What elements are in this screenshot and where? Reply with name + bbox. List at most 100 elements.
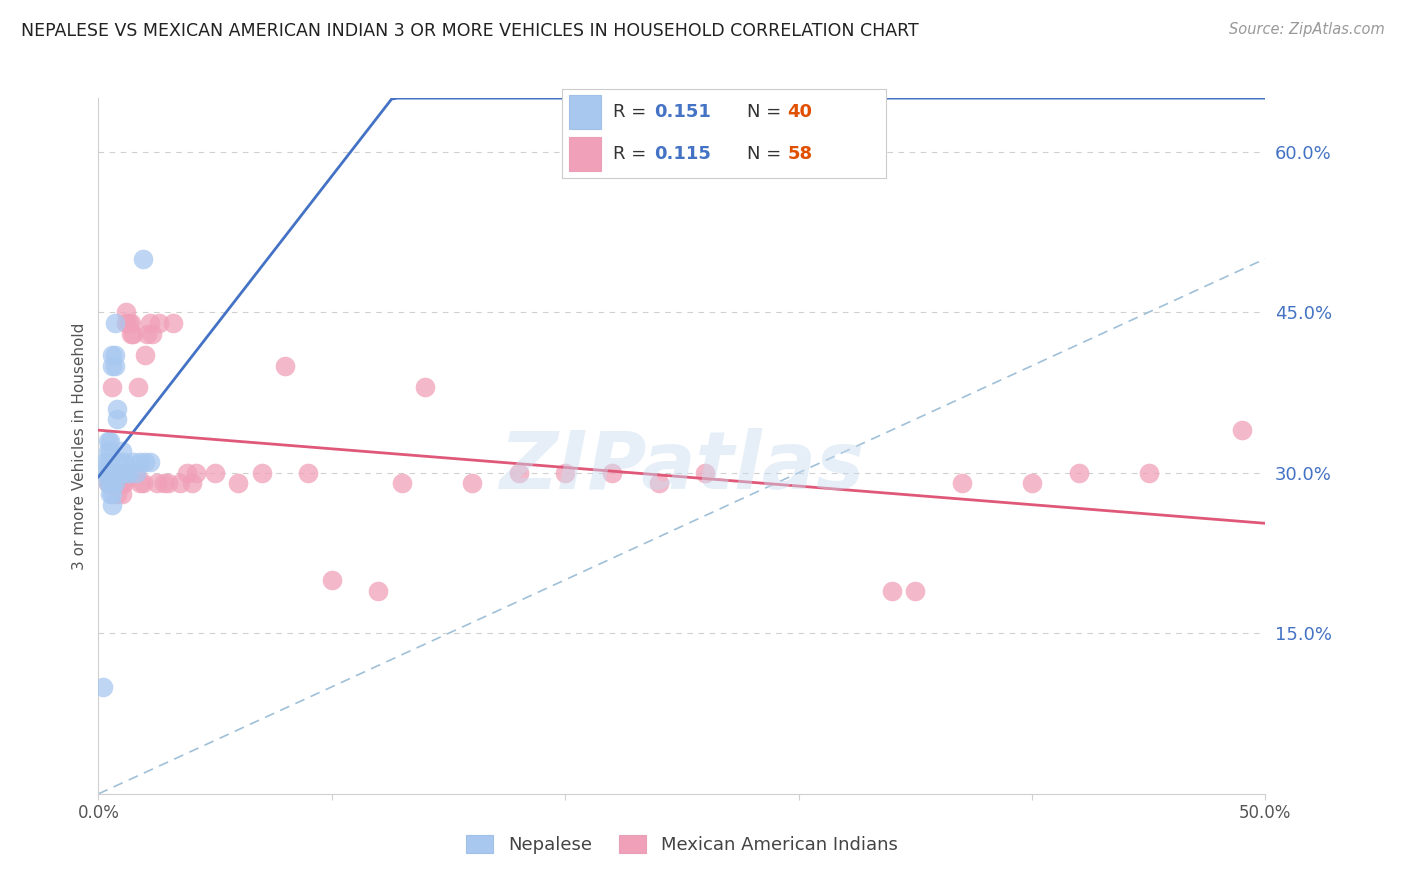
Text: N =: N = — [747, 145, 787, 163]
Point — [97, 476, 120, 491]
Point — [186, 466, 208, 480]
Point — [139, 455, 162, 469]
Point — [120, 316, 142, 330]
Point — [118, 316, 141, 330]
Point — [120, 326, 142, 341]
Point — [108, 455, 131, 469]
Point — [647, 476, 669, 491]
Point — [104, 316, 127, 330]
Point — [141, 326, 163, 341]
Point — [204, 466, 226, 480]
Point — [115, 305, 138, 319]
Point — [115, 316, 138, 330]
Point — [169, 476, 191, 491]
Point — [104, 466, 127, 480]
Point — [134, 455, 156, 469]
Point — [101, 466, 124, 480]
Point — [508, 466, 530, 480]
Point — [97, 444, 120, 458]
Text: N =: N = — [747, 103, 787, 121]
Point — [97, 455, 120, 469]
Point — [108, 476, 131, 491]
Point — [297, 466, 319, 480]
Text: R =: R = — [613, 145, 651, 163]
Point — [111, 466, 134, 480]
FancyBboxPatch shape — [569, 95, 602, 129]
Point — [125, 466, 148, 480]
Y-axis label: 3 or more Vehicles in Household: 3 or more Vehicles in Household — [72, 322, 87, 570]
Point — [134, 348, 156, 362]
Point — [108, 466, 131, 480]
Point — [98, 455, 121, 469]
Point — [904, 583, 927, 598]
Point — [413, 380, 436, 394]
Point — [112, 476, 135, 491]
Point — [111, 444, 134, 458]
Point — [112, 455, 135, 469]
Point — [122, 326, 145, 341]
Point — [105, 412, 128, 426]
Point — [1067, 466, 1090, 480]
Point — [228, 476, 250, 491]
Point — [152, 476, 174, 491]
Point — [157, 476, 180, 491]
Point — [880, 583, 903, 598]
Point — [132, 476, 155, 491]
Point — [391, 476, 413, 491]
Point — [104, 348, 127, 362]
Point — [136, 326, 159, 341]
Point — [91, 680, 114, 694]
Point — [461, 476, 484, 491]
Point — [105, 487, 128, 501]
Point — [180, 476, 202, 491]
Point — [101, 348, 124, 362]
Point — [111, 487, 134, 501]
Point — [125, 466, 148, 480]
Point — [118, 466, 141, 480]
Text: Source: ZipAtlas.com: Source: ZipAtlas.com — [1229, 22, 1385, 37]
Point — [695, 466, 717, 480]
Point — [1137, 466, 1160, 480]
Point — [105, 401, 128, 416]
Point — [101, 498, 124, 512]
Point — [101, 487, 124, 501]
Point — [94, 455, 117, 469]
Point — [108, 466, 131, 480]
Point — [97, 434, 120, 448]
Point — [101, 476, 124, 491]
Point — [101, 380, 124, 394]
Text: 58: 58 — [787, 145, 813, 163]
Point — [104, 466, 127, 480]
Point — [367, 583, 389, 598]
Point — [139, 316, 162, 330]
Text: 40: 40 — [787, 103, 813, 121]
Point — [1021, 476, 1043, 491]
Point — [950, 476, 973, 491]
Point — [132, 252, 155, 266]
Point — [146, 476, 169, 491]
Point — [94, 466, 117, 480]
Point — [98, 444, 121, 458]
FancyBboxPatch shape — [569, 137, 602, 171]
Text: ZIPatlas: ZIPatlas — [499, 428, 865, 506]
Text: R =: R = — [613, 103, 651, 121]
Point — [105, 476, 128, 491]
Point — [148, 316, 170, 330]
Point — [112, 466, 135, 480]
Legend: Nepalese, Mexican American Indians: Nepalese, Mexican American Indians — [460, 828, 904, 862]
Point — [98, 476, 121, 491]
Point — [98, 434, 121, 448]
Text: 0.115: 0.115 — [655, 145, 711, 163]
Point — [554, 466, 576, 480]
Point — [274, 359, 297, 373]
Point — [98, 466, 121, 480]
Point — [129, 455, 152, 469]
Point — [104, 476, 127, 491]
Point — [98, 466, 121, 480]
Point — [104, 359, 127, 373]
Text: 0.151: 0.151 — [655, 103, 711, 121]
Point — [115, 466, 138, 480]
Point — [1230, 423, 1253, 437]
Point — [98, 487, 121, 501]
Point — [176, 466, 198, 480]
